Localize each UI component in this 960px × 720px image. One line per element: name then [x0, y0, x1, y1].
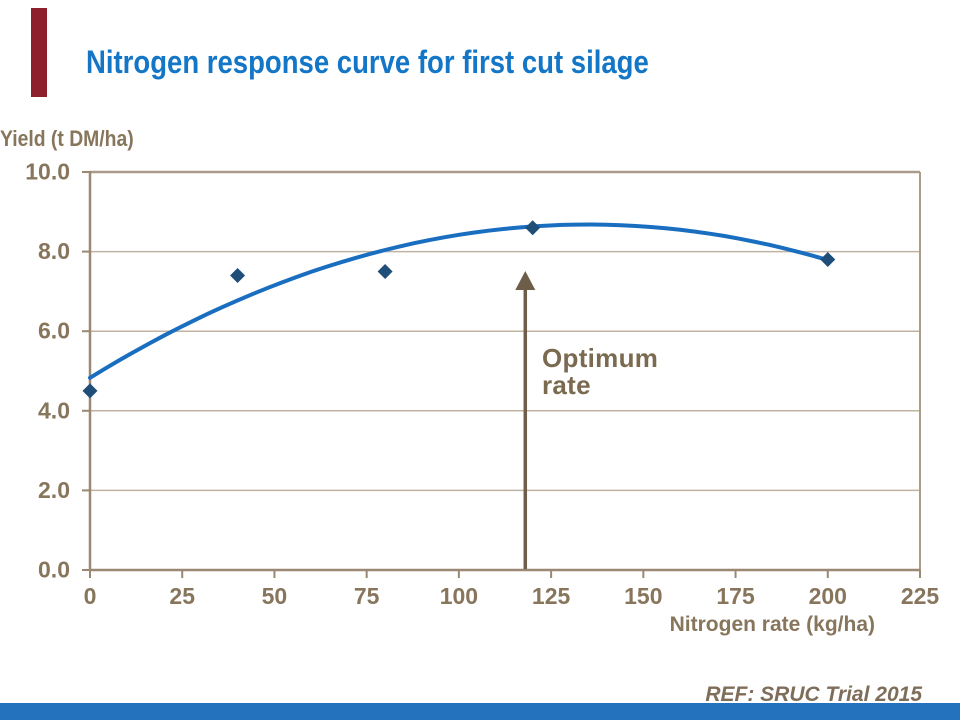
y-tick-label-10.0: 10.0	[25, 159, 70, 185]
x-tick-label-25: 25	[169, 583, 195, 609]
data-point-120	[525, 220, 541, 236]
x-tick-label-175: 175	[716, 583, 755, 609]
x-tick-label-75: 75	[354, 583, 380, 609]
x-tick-label-200: 200	[809, 583, 847, 609]
data-point-0	[82, 383, 98, 399]
bottom-accent-bar	[0, 703, 960, 720]
response-curve	[88, 222, 830, 380]
y-axis-title: Yield (t DM/ha)	[0, 126, 134, 151]
data-point-80	[377, 264, 393, 279]
x-tick-label-0: 0	[84, 583, 97, 609]
x-tick-label-125: 125	[532, 583, 571, 609]
y-tick-label-6.0: 6.0	[38, 318, 70, 344]
data-point-200	[820, 252, 836, 268]
x-tick-label-150: 150	[624, 583, 662, 609]
y-tick-label-4.0: 4.0	[38, 397, 70, 423]
y-tick-label-0.0: 0.0	[38, 557, 70, 583]
optimum-rate-annotation: Optimum rate	[542, 345, 658, 399]
annotation-line-2: rate	[542, 370, 591, 400]
x-axis-title: Nitrogen rate (kg/ha)	[669, 613, 875, 636]
x-tick-label-50: 50	[262, 583, 288, 609]
annotation-line-1: Optimum	[542, 343, 659, 373]
y-tick-label-2.0: 2.0	[38, 477, 70, 503]
x-tick-label-225: 225	[901, 583, 940, 609]
x-tick-label-100: 100	[440, 583, 478, 609]
y-tick-label-8.0: 8.0	[38, 238, 70, 264]
data-point-40	[230, 267, 246, 283]
top-left-accent-bar	[31, 8, 47, 97]
reference-note: REF: SRUC Trial 2015	[705, 683, 922, 706]
chart-title: Nitrogen response curve for first cut si…	[86, 44, 649, 80]
optimum-arrow-head	[515, 271, 536, 290]
